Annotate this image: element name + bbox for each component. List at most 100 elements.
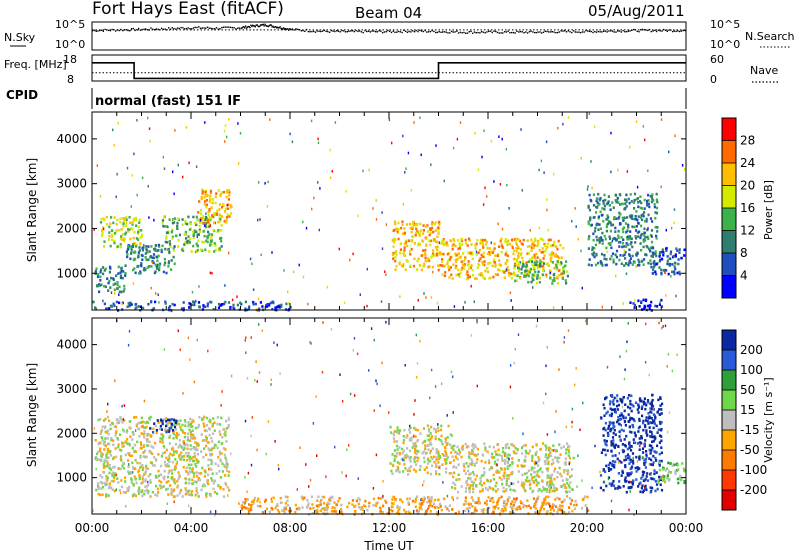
echo-cell: [391, 141, 393, 145]
echo-cell: [598, 198, 601, 202]
echo-cell: [403, 508, 406, 512]
y-tick-label: 4000: [56, 132, 87, 146]
noise-sky-point: [238, 27, 241, 29]
echo-cell: [646, 479, 650, 482]
echo-cell: [418, 234, 421, 237]
echo-cell: [610, 131, 612, 135]
echo-cell: [148, 440, 151, 444]
echo-cell: [467, 465, 470, 468]
noise-sky-point: [275, 27, 278, 29]
echo-cell: [591, 248, 594, 252]
echo-cell: [396, 506, 399, 509]
echo-cell: [224, 300, 227, 304]
echo-cell: [505, 251, 508, 254]
noise-sky-point: [548, 31, 550, 33]
echo-cell: [625, 262, 628, 265]
echo-cell: [118, 285, 121, 289]
echo-cell: [589, 218, 592, 222]
echo-cell: [403, 454, 406, 458]
echo-cell: [553, 276, 556, 280]
echo-cell: [460, 268, 463, 272]
echo-cell: [397, 237, 400, 241]
noise-sky-point: [295, 28, 297, 30]
noise-sky-point: [246, 26, 249, 28]
echo-cell: [508, 273, 511, 277]
echo-cell: [221, 442, 224, 445]
echo-cell: [436, 253, 439, 257]
echo-cell: [604, 263, 607, 267]
echo-cell: [114, 431, 118, 435]
echo-cell: [503, 276, 506, 280]
echo-cell: [117, 121, 119, 125]
echo-cell: [106, 307, 109, 311]
echo-cell: [147, 184, 149, 188]
echo-cell: [542, 266, 545, 270]
echo-cell: [626, 238, 629, 241]
echo-cell: [420, 254, 423, 257]
echo-cell: [99, 275, 102, 279]
noise-sky-point: [412, 30, 414, 32]
echo-cell: [200, 472, 203, 475]
echo-cell: [458, 244, 462, 248]
echo-cell: [103, 458, 106, 462]
echo-cell: [538, 276, 541, 280]
echo-cell: [411, 446, 414, 449]
echo-cell: [638, 417, 641, 421]
echo-cell: [124, 264, 127, 267]
echo-cell: [219, 486, 222, 489]
echo-cell: [557, 256, 561, 260]
echo-cell: [156, 487, 160, 491]
echo-cell: [205, 218, 208, 222]
echo-cell: [138, 486, 141, 490]
echo-cell: [107, 486, 111, 490]
echo-cell: [408, 431, 412, 434]
echo-cell: [600, 451, 603, 454]
echo-cell: [671, 270, 674, 274]
noise-sky-point: [374, 31, 377, 33]
echo-cell: [555, 449, 558, 453]
echo-cell: [207, 464, 210, 467]
echo-cell: [609, 407, 612, 411]
echo-cell: [490, 497, 493, 501]
echo-cell: [604, 397, 607, 400]
echo-cell: [122, 429, 126, 433]
echo-cell: [160, 455, 163, 458]
echo-cell: [469, 476, 472, 480]
echo-cell: [119, 243, 122, 246]
echo-cell: [631, 225, 634, 229]
echo-cell: [536, 473, 539, 476]
noise-sky-point: [525, 31, 527, 33]
echo-cell: [198, 228, 201, 232]
echo-cell: [242, 501, 245, 504]
echo-cell: [615, 420, 619, 424]
echo-cell: [554, 456, 557, 459]
echo-cell: [481, 255, 484, 258]
echo-cell: [136, 118, 138, 122]
noise-sky-point: [519, 30, 522, 33]
echo-cell: [442, 238, 445, 241]
echo-cell: [122, 441, 125, 445]
echo-cell: [612, 484, 616, 487]
echo-cell: [543, 459, 546, 463]
echo-cell: [586, 188, 589, 191]
echo-cell: [150, 265, 153, 268]
echo-cell: [630, 417, 633, 420]
echo-cell: [284, 505, 287, 509]
echo-cell: [595, 197, 598, 201]
noise-sky-point: [289, 28, 291, 30]
echo-cell: [123, 287, 126, 291]
echo-cell: [661, 250, 664, 254]
colorbar-segment: [722, 275, 736, 299]
echo-cell: [191, 435, 194, 439]
echo-cell: [455, 478, 458, 481]
echo-cell: [480, 484, 483, 487]
echo-cell: [641, 470, 644, 474]
echo-cell: [145, 485, 148, 488]
echo-cell: [523, 274, 526, 278]
noise-sky-point: [267, 25, 269, 27]
echo-cell: [112, 471, 115, 474]
echo-cell: [455, 466, 458, 469]
echo-cell: [511, 246, 514, 249]
echo-cell: [552, 504, 556, 507]
echo-cell: [535, 499, 538, 503]
